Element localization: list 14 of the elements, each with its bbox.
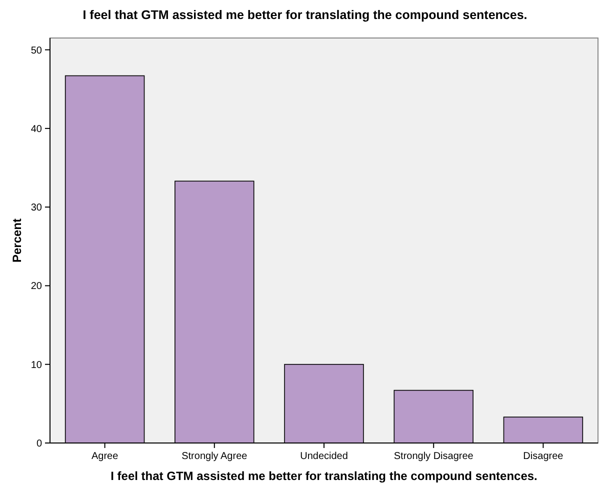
x-tick-label: Agree (91, 451, 119, 462)
x-tick-label: Disagree (523, 451, 564, 462)
y-tick-label: 20 (30, 281, 42, 292)
y-tick-label: 30 (30, 202, 42, 214)
y-tick-label: 50 (30, 45, 42, 56)
x-tick-label: Undecided (300, 451, 348, 462)
y-tick-label: 40 (30, 124, 42, 135)
y-tick-label: 0 (36, 438, 42, 450)
chart-title: I feel that GTM assisted me better for translating the compound sentences. (82, 8, 528, 22)
y-tick-label: 10 (30, 360, 42, 371)
y-axis-title: Percent (10, 218, 24, 263)
x-axis-title: I feel that GTM assisted me better for translating the compound sentences. (110, 469, 538, 483)
x-tick-label: Strongly Agree (182, 451, 248, 462)
x-tick-label: Strongly Disagree (394, 451, 474, 462)
